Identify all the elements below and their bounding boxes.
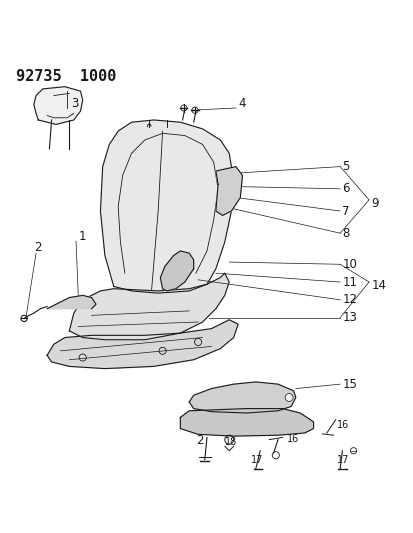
- Polygon shape: [160, 251, 193, 291]
- Text: 4: 4: [237, 96, 245, 110]
- Text: 9: 9: [370, 197, 378, 209]
- Text: 7: 7: [342, 205, 349, 217]
- Text: 13: 13: [342, 311, 356, 324]
- Text: 1: 1: [78, 230, 85, 243]
- Polygon shape: [34, 87, 83, 124]
- Text: 2: 2: [34, 241, 41, 254]
- Text: 17: 17: [336, 455, 348, 465]
- Text: 15: 15: [342, 378, 356, 391]
- Polygon shape: [100, 120, 233, 293]
- Text: 11: 11: [342, 276, 356, 288]
- Text: 16: 16: [336, 419, 348, 430]
- Polygon shape: [180, 409, 313, 436]
- Text: 16: 16: [286, 434, 299, 444]
- Text: 2: 2: [195, 434, 203, 447]
- Text: 6: 6: [342, 182, 349, 195]
- Polygon shape: [215, 167, 242, 215]
- Text: 18: 18: [224, 438, 236, 447]
- Text: 17: 17: [251, 455, 263, 465]
- Text: 3: 3: [71, 96, 79, 110]
- Polygon shape: [69, 273, 229, 340]
- Text: 92735  1000: 92735 1000: [16, 69, 116, 84]
- Circle shape: [285, 393, 292, 401]
- Polygon shape: [47, 295, 96, 309]
- Text: 8: 8: [342, 227, 349, 240]
- Polygon shape: [189, 382, 295, 413]
- Text: 5: 5: [342, 160, 349, 173]
- Text: 14: 14: [370, 279, 385, 292]
- Text: 10: 10: [342, 258, 356, 271]
- Text: 12: 12: [342, 293, 356, 306]
- Polygon shape: [47, 320, 237, 369]
